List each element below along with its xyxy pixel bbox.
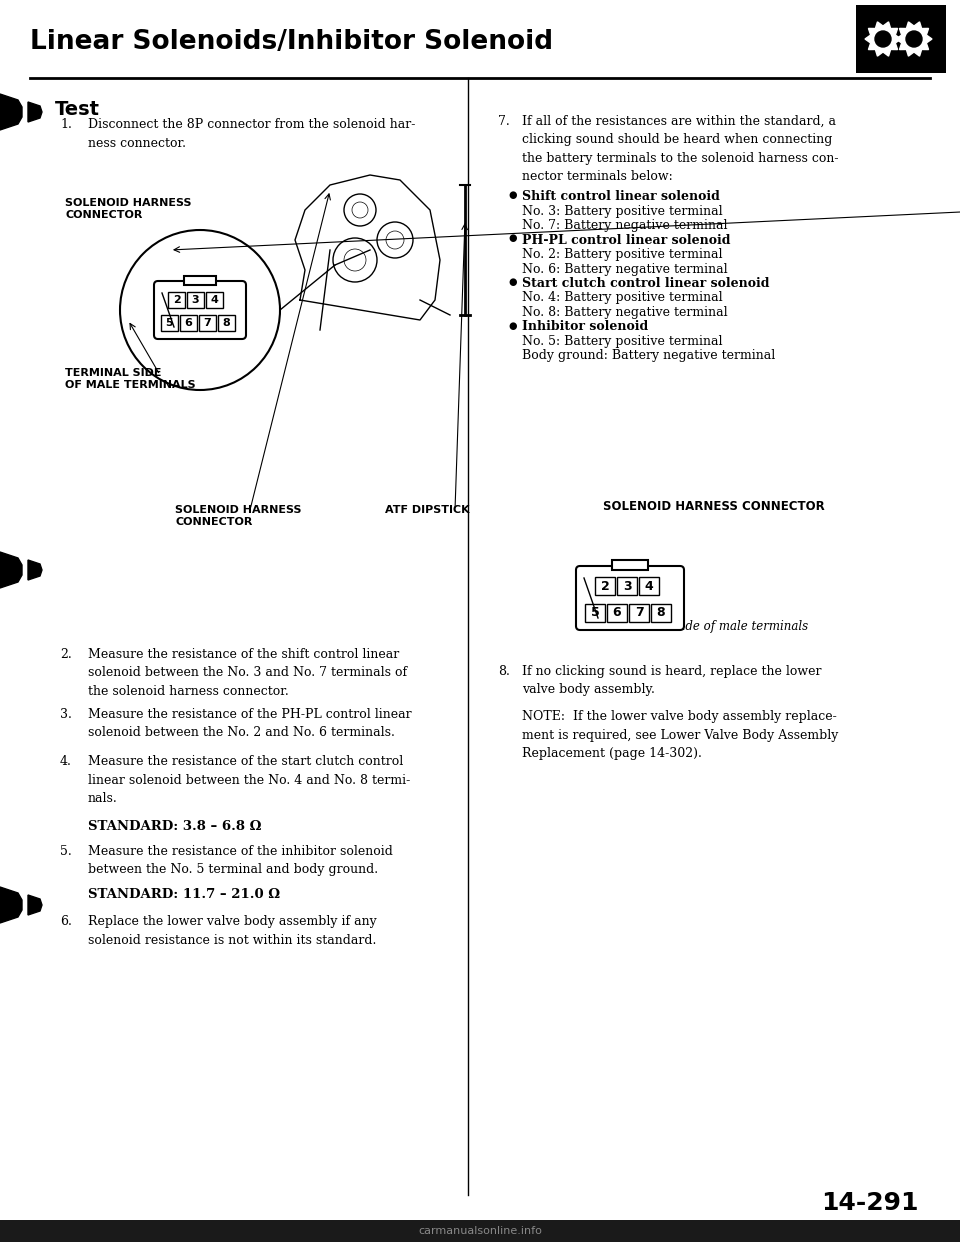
FancyBboxPatch shape — [168, 292, 185, 308]
Polygon shape — [28, 560, 42, 580]
Text: Measure the resistance of the start clutch control
linear solenoid between the N: Measure the resistance of the start clut… — [88, 755, 410, 805]
Circle shape — [906, 31, 922, 47]
FancyBboxPatch shape — [612, 560, 648, 570]
Text: If all of the resistances are within the standard, a
clicking sound should be he: If all of the resistances are within the… — [522, 116, 838, 184]
Text: 7: 7 — [204, 318, 211, 328]
FancyBboxPatch shape — [585, 604, 605, 622]
Polygon shape — [0, 887, 22, 923]
Text: No. 6: Battery negative terminal: No. 6: Battery negative terminal — [522, 262, 728, 276]
Text: If no clicking sound is heard, replace the lower
valve body assembly.: If no clicking sound is heard, replace t… — [522, 664, 822, 697]
Text: 4: 4 — [644, 580, 654, 592]
Text: NOTE:  If the lower valve body assembly replace-
ment is required, see Lower Val: NOTE: If the lower valve body assembly r… — [522, 710, 838, 760]
Text: Start clutch control linear solenoid: Start clutch control linear solenoid — [522, 277, 770, 289]
FancyBboxPatch shape — [184, 276, 216, 284]
Text: 5: 5 — [166, 318, 174, 328]
FancyBboxPatch shape — [180, 315, 197, 332]
FancyBboxPatch shape — [576, 566, 684, 630]
Text: ●: ● — [508, 320, 516, 330]
Text: TERMINAL SIDE
OF MALE TERMINALS: TERMINAL SIDE OF MALE TERMINALS — [65, 368, 196, 390]
Text: 1.: 1. — [60, 118, 72, 130]
Text: 2.: 2. — [60, 648, 72, 661]
Text: 7: 7 — [635, 606, 643, 620]
FancyBboxPatch shape — [154, 281, 246, 339]
FancyBboxPatch shape — [0, 1220, 960, 1242]
Text: Measure the resistance of the shift control linear
solenoid between the No. 3 an: Measure the resistance of the shift cont… — [88, 648, 407, 698]
Text: 3: 3 — [192, 296, 200, 306]
Text: 2: 2 — [173, 296, 180, 306]
Text: 4: 4 — [210, 296, 219, 306]
Text: 3: 3 — [623, 580, 632, 592]
Text: 8.: 8. — [498, 664, 510, 678]
Text: Replace the lower valve body assembly if any
solenoid resistance is not within i: Replace the lower valve body assembly if… — [88, 915, 376, 946]
Text: 6: 6 — [184, 318, 192, 328]
Text: 14-291: 14-291 — [821, 1191, 919, 1215]
FancyBboxPatch shape — [639, 578, 659, 595]
Polygon shape — [0, 94, 22, 130]
FancyBboxPatch shape — [218, 315, 235, 332]
Text: 3.: 3. — [60, 708, 72, 722]
Polygon shape — [28, 102, 42, 122]
FancyBboxPatch shape — [856, 5, 946, 73]
Text: STANDARD: 3.8 – 6.8 Ω: STANDARD: 3.8 – 6.8 Ω — [88, 820, 261, 833]
Text: No. 3: Battery positive terminal: No. 3: Battery positive terminal — [522, 205, 723, 217]
Text: Inhibitor solenoid: Inhibitor solenoid — [522, 320, 648, 334]
Text: 6: 6 — [612, 606, 621, 620]
Text: SOLENOID HARNESS
CONNECTOR: SOLENOID HARNESS CONNECTOR — [175, 505, 301, 528]
Text: No. 2: Battery positive terminal: No. 2: Battery positive terminal — [522, 248, 723, 261]
Text: Disconnect the 8P connector from the solenoid har-
ness connector.: Disconnect the 8P connector from the sol… — [88, 118, 416, 150]
Text: 6.: 6. — [60, 915, 72, 928]
Text: Body ground: Battery negative terminal: Body ground: Battery negative terminal — [522, 349, 776, 363]
Text: ●: ● — [508, 277, 516, 287]
Text: Terminal side of male terminals: Terminal side of male terminals — [619, 620, 808, 633]
FancyBboxPatch shape — [651, 604, 671, 622]
Text: 2: 2 — [601, 580, 610, 592]
Text: 5: 5 — [590, 606, 599, 620]
Text: ●: ● — [508, 190, 516, 200]
Circle shape — [875, 31, 891, 47]
Text: carmanualsonline.info: carmanualsonline.info — [418, 1226, 542, 1236]
Text: SOLENOID HARNESS
CONNECTOR: SOLENOID HARNESS CONNECTOR — [65, 197, 191, 220]
Text: 8: 8 — [657, 606, 665, 620]
Text: 7.: 7. — [498, 116, 510, 128]
Text: SOLENOID HARNESS CONNECTOR: SOLENOID HARNESS CONNECTOR — [603, 501, 825, 513]
FancyBboxPatch shape — [617, 578, 637, 595]
FancyBboxPatch shape — [629, 604, 649, 622]
FancyBboxPatch shape — [199, 315, 216, 332]
Text: ●: ● — [508, 233, 516, 243]
Text: Measure the resistance of the inhibitor solenoid
between the No. 5 terminal and : Measure the resistance of the inhibitor … — [88, 845, 393, 877]
Text: Shift control linear solenoid: Shift control linear solenoid — [522, 190, 720, 202]
Text: Test: Test — [55, 101, 100, 119]
FancyBboxPatch shape — [206, 292, 223, 308]
Text: Measure the resistance of the PH-PL control linear
solenoid between the No. 2 an: Measure the resistance of the PH-PL cont… — [88, 708, 412, 739]
Text: ATF DIPSTICK: ATF DIPSTICK — [385, 505, 469, 515]
Text: No. 8: Battery negative terminal: No. 8: Battery negative terminal — [522, 306, 728, 319]
FancyBboxPatch shape — [187, 292, 204, 308]
FancyBboxPatch shape — [595, 578, 615, 595]
Text: No. 7: Battery negative terminal: No. 7: Battery negative terminal — [522, 219, 728, 232]
Text: STANDARD: 11.7 – 21.0 Ω: STANDARD: 11.7 – 21.0 Ω — [88, 888, 280, 900]
FancyBboxPatch shape — [607, 604, 627, 622]
Text: 4.: 4. — [60, 755, 72, 768]
FancyBboxPatch shape — [161, 315, 178, 332]
Polygon shape — [0, 551, 22, 587]
Polygon shape — [865, 22, 901, 56]
Text: 8: 8 — [223, 318, 230, 328]
Polygon shape — [896, 22, 932, 56]
Polygon shape — [28, 895, 42, 915]
Text: No. 5: Battery positive terminal: No. 5: Battery positive terminal — [522, 335, 723, 348]
Text: PH-PL control linear solenoid: PH-PL control linear solenoid — [522, 233, 731, 246]
Text: No. 4: Battery positive terminal: No. 4: Battery positive terminal — [522, 292, 723, 304]
Text: Linear Solenoids/Inhibitor Solenoid: Linear Solenoids/Inhibitor Solenoid — [30, 29, 553, 55]
Text: 5.: 5. — [60, 845, 72, 858]
